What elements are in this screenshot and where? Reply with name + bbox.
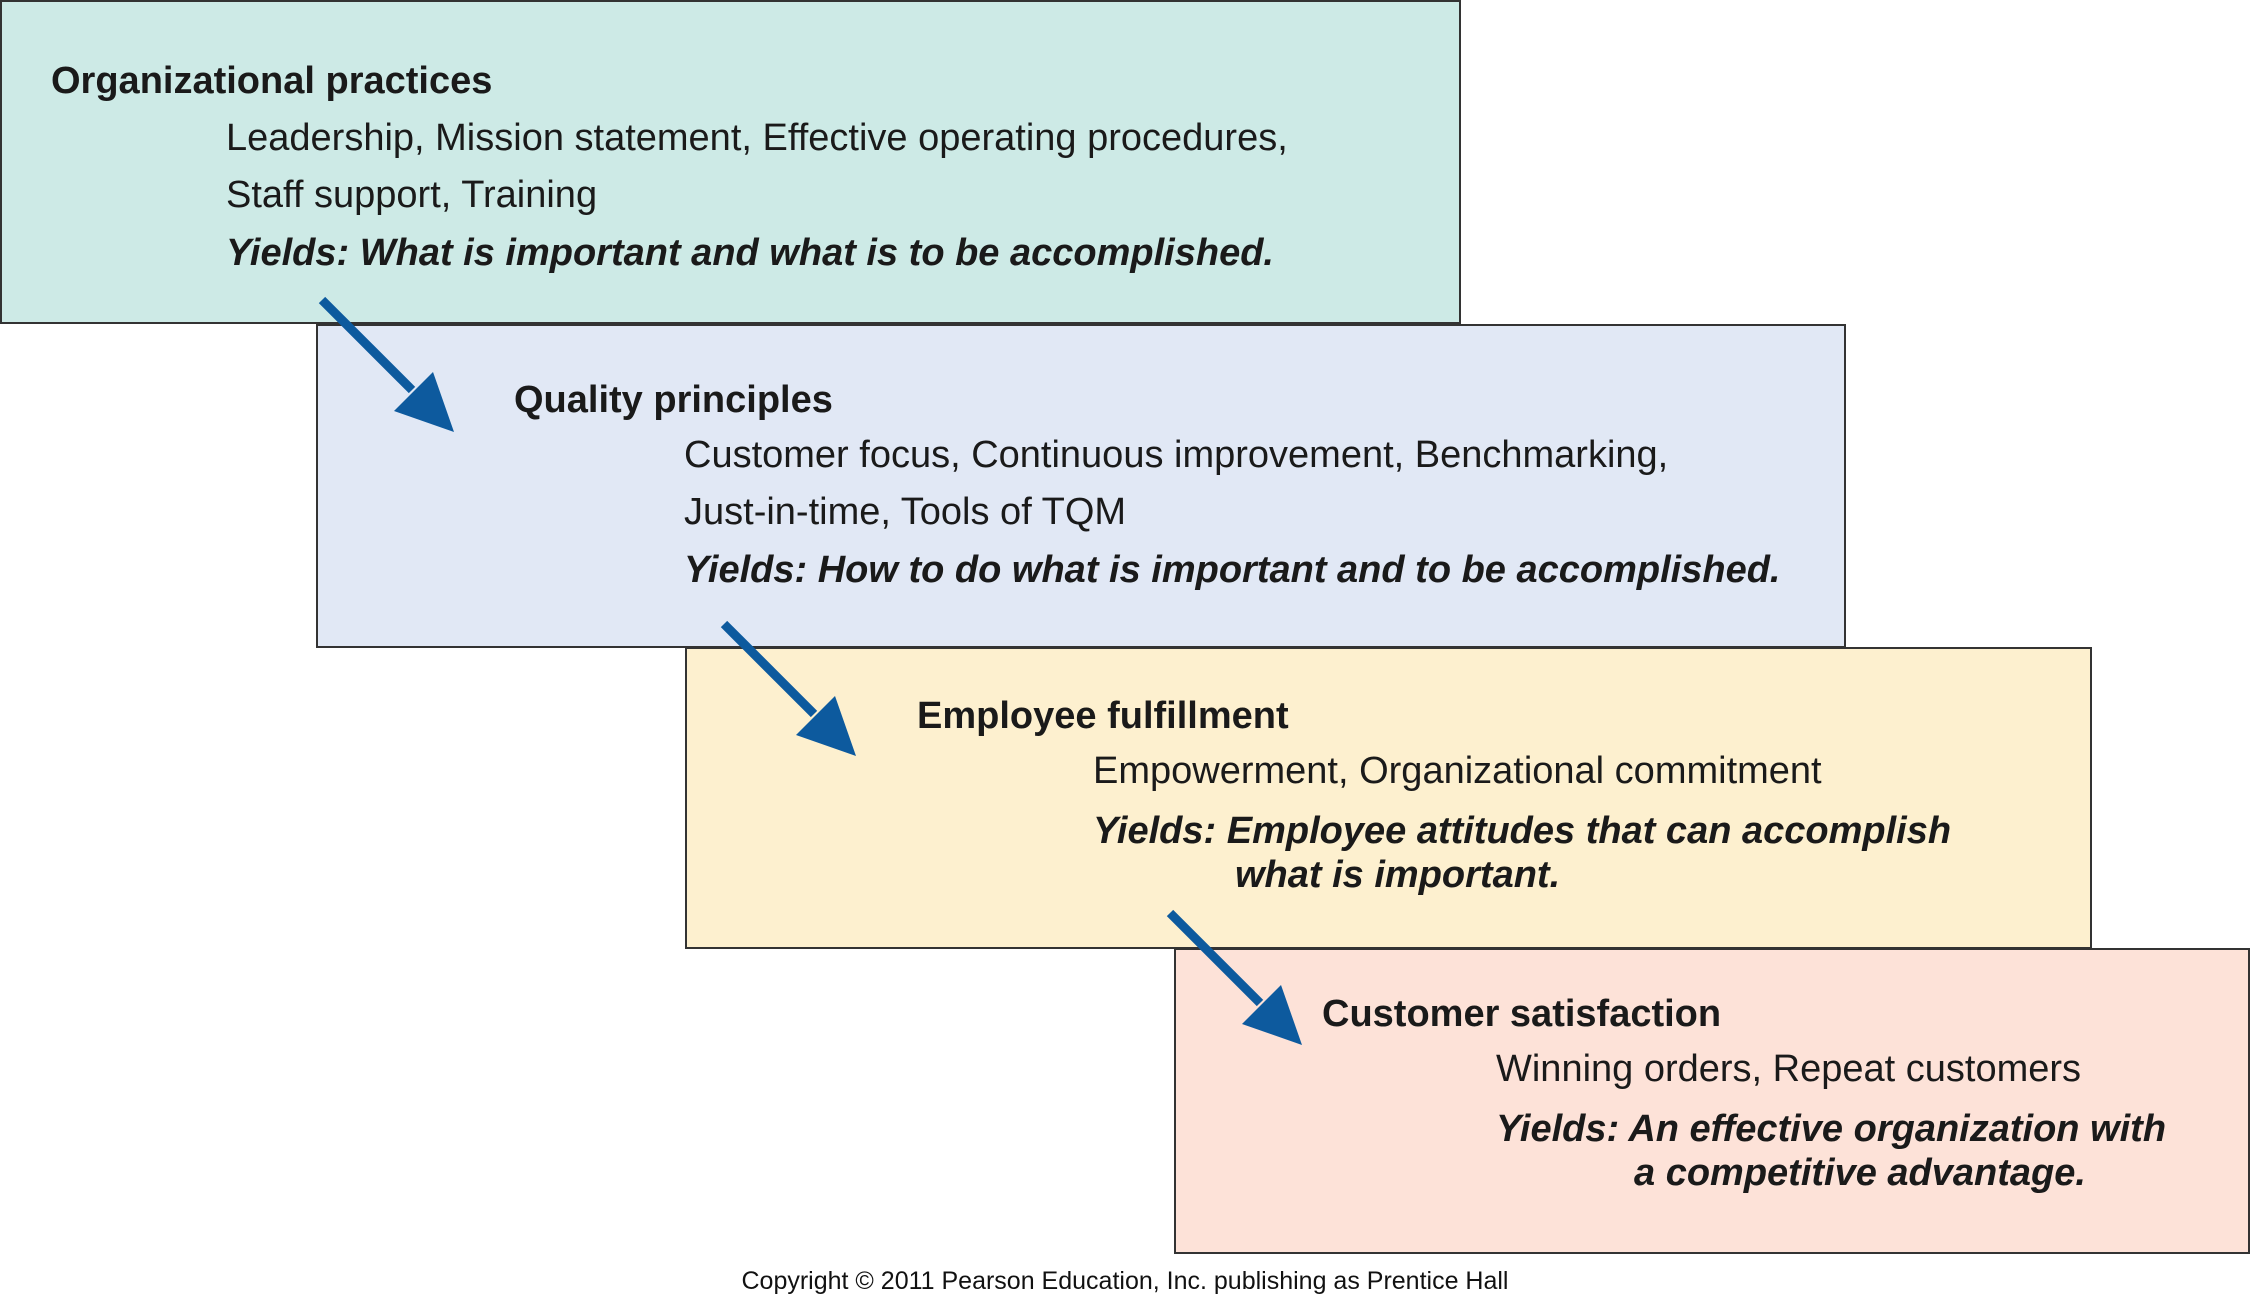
- stage-item-line: Just-in-time, Tools of TQM: [684, 491, 1127, 533]
- stage-box-customer-satisfaction: Customer satisfaction Winning orders, Re…: [1174, 948, 2250, 1254]
- stage-yields: Yields: How to do what is important and …: [684, 548, 1780, 592]
- yields-line: Yields: How to do what is important and …: [684, 549, 1781, 591]
- stage-yields: Yields: What is important and what is to…: [226, 231, 1274, 275]
- stage-yields: Yields: Employee attitudes that can acco…: [1093, 809, 1951, 897]
- stage-item-line: Staff support, Training: [226, 174, 598, 216]
- flow-arrow-icon: [1166, 909, 1302, 1045]
- yields-line: Yields: What is important and what is to…: [226, 232, 1274, 274]
- stage-item-line: Customer focus, Continuous improvement, …: [684, 434, 1669, 476]
- stage-item-line: Empowerment, Organizational commitment: [1093, 750, 1822, 792]
- stage-items: Winning orders, Repeat customers: [1496, 1041, 2081, 1098]
- stage-items: Empowerment, Organizational commitment: [1093, 743, 1822, 800]
- stage-yields: Yields: An effective organization with a…: [1496, 1107, 2166, 1195]
- yields-line: Yields: Employee attitudes that can acco…: [1093, 810, 1952, 852]
- stage-box-organizational-practices: Organizational practices Leadership, Mis…: [0, 0, 1461, 324]
- yields-line: Yields: An effective organization with: [1496, 1108, 2167, 1150]
- stage-title: Employee fulfillment: [917, 695, 1289, 737]
- stage-item-line: Winning orders, Repeat customers: [1496, 1048, 2082, 1090]
- flow-arrow-icon: [720, 620, 856, 756]
- stage-box-employee-fulfillment: Employee fulfillment Empowerment, Organi…: [685, 647, 2092, 949]
- stage-title: Quality principles: [514, 379, 833, 421]
- flow-arrow-icon: [318, 296, 454, 432]
- yields-line: a competitive advantage.: [1634, 1152, 2086, 1194]
- stage-title: Organizational practices: [51, 60, 493, 102]
- stage-box-quality-principles: Quality principles Customer focus, Conti…: [316, 324, 1846, 648]
- copyright-notice: Copyright © 2011 Pearson Education, Inc.…: [741, 1267, 1509, 1295]
- stage-item-line: Leadership, Mission statement, Effective…: [226, 117, 1288, 159]
- stage-items: Customer focus, Continuous improvement, …: [684, 427, 1668, 541]
- stage-title: Customer satisfaction: [1322, 993, 1722, 1035]
- yields-line: what is important.: [1235, 854, 1561, 896]
- stage-items: Leadership, Mission statement, Effective…: [226, 110, 1288, 224]
